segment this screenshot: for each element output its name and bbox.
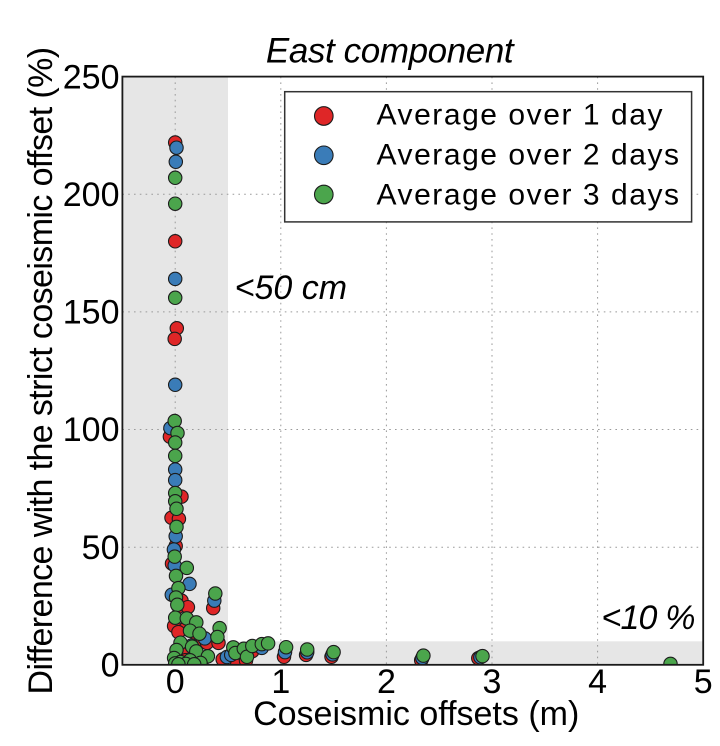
svg-text:East component: East component [266,32,515,71]
svg-text:250: 250 [63,58,120,96]
svg-text:Average over 1 day: Average over 1 day [377,98,665,131]
svg-text:100: 100 [63,411,120,449]
svg-text:Difference with the strict cos: Difference with the strict coseismic off… [22,48,60,695]
svg-text:0: 0 [166,663,185,701]
svg-text:3: 3 [483,663,502,701]
svg-text:Average over 3 days: Average over 3 days [377,179,681,212]
svg-text:2: 2 [377,663,396,701]
svg-text:4: 4 [588,663,607,701]
svg-text:5: 5 [694,663,713,701]
svg-text:Coseismic offsets (m): Coseismic offsets (m) [253,695,579,733]
svg-text:0: 0 [101,647,120,685]
svg-text:<10 %: <10 % [601,599,694,637]
svg-text:200: 200 [63,176,120,214]
svg-text:<50 cm: <50 cm [235,269,347,307]
svg-text:1: 1 [271,663,290,701]
svg-text:150: 150 [63,294,120,332]
svg-text:50: 50 [82,529,120,567]
svg-text:Average over 2 days: Average over 2 days [377,139,681,172]
